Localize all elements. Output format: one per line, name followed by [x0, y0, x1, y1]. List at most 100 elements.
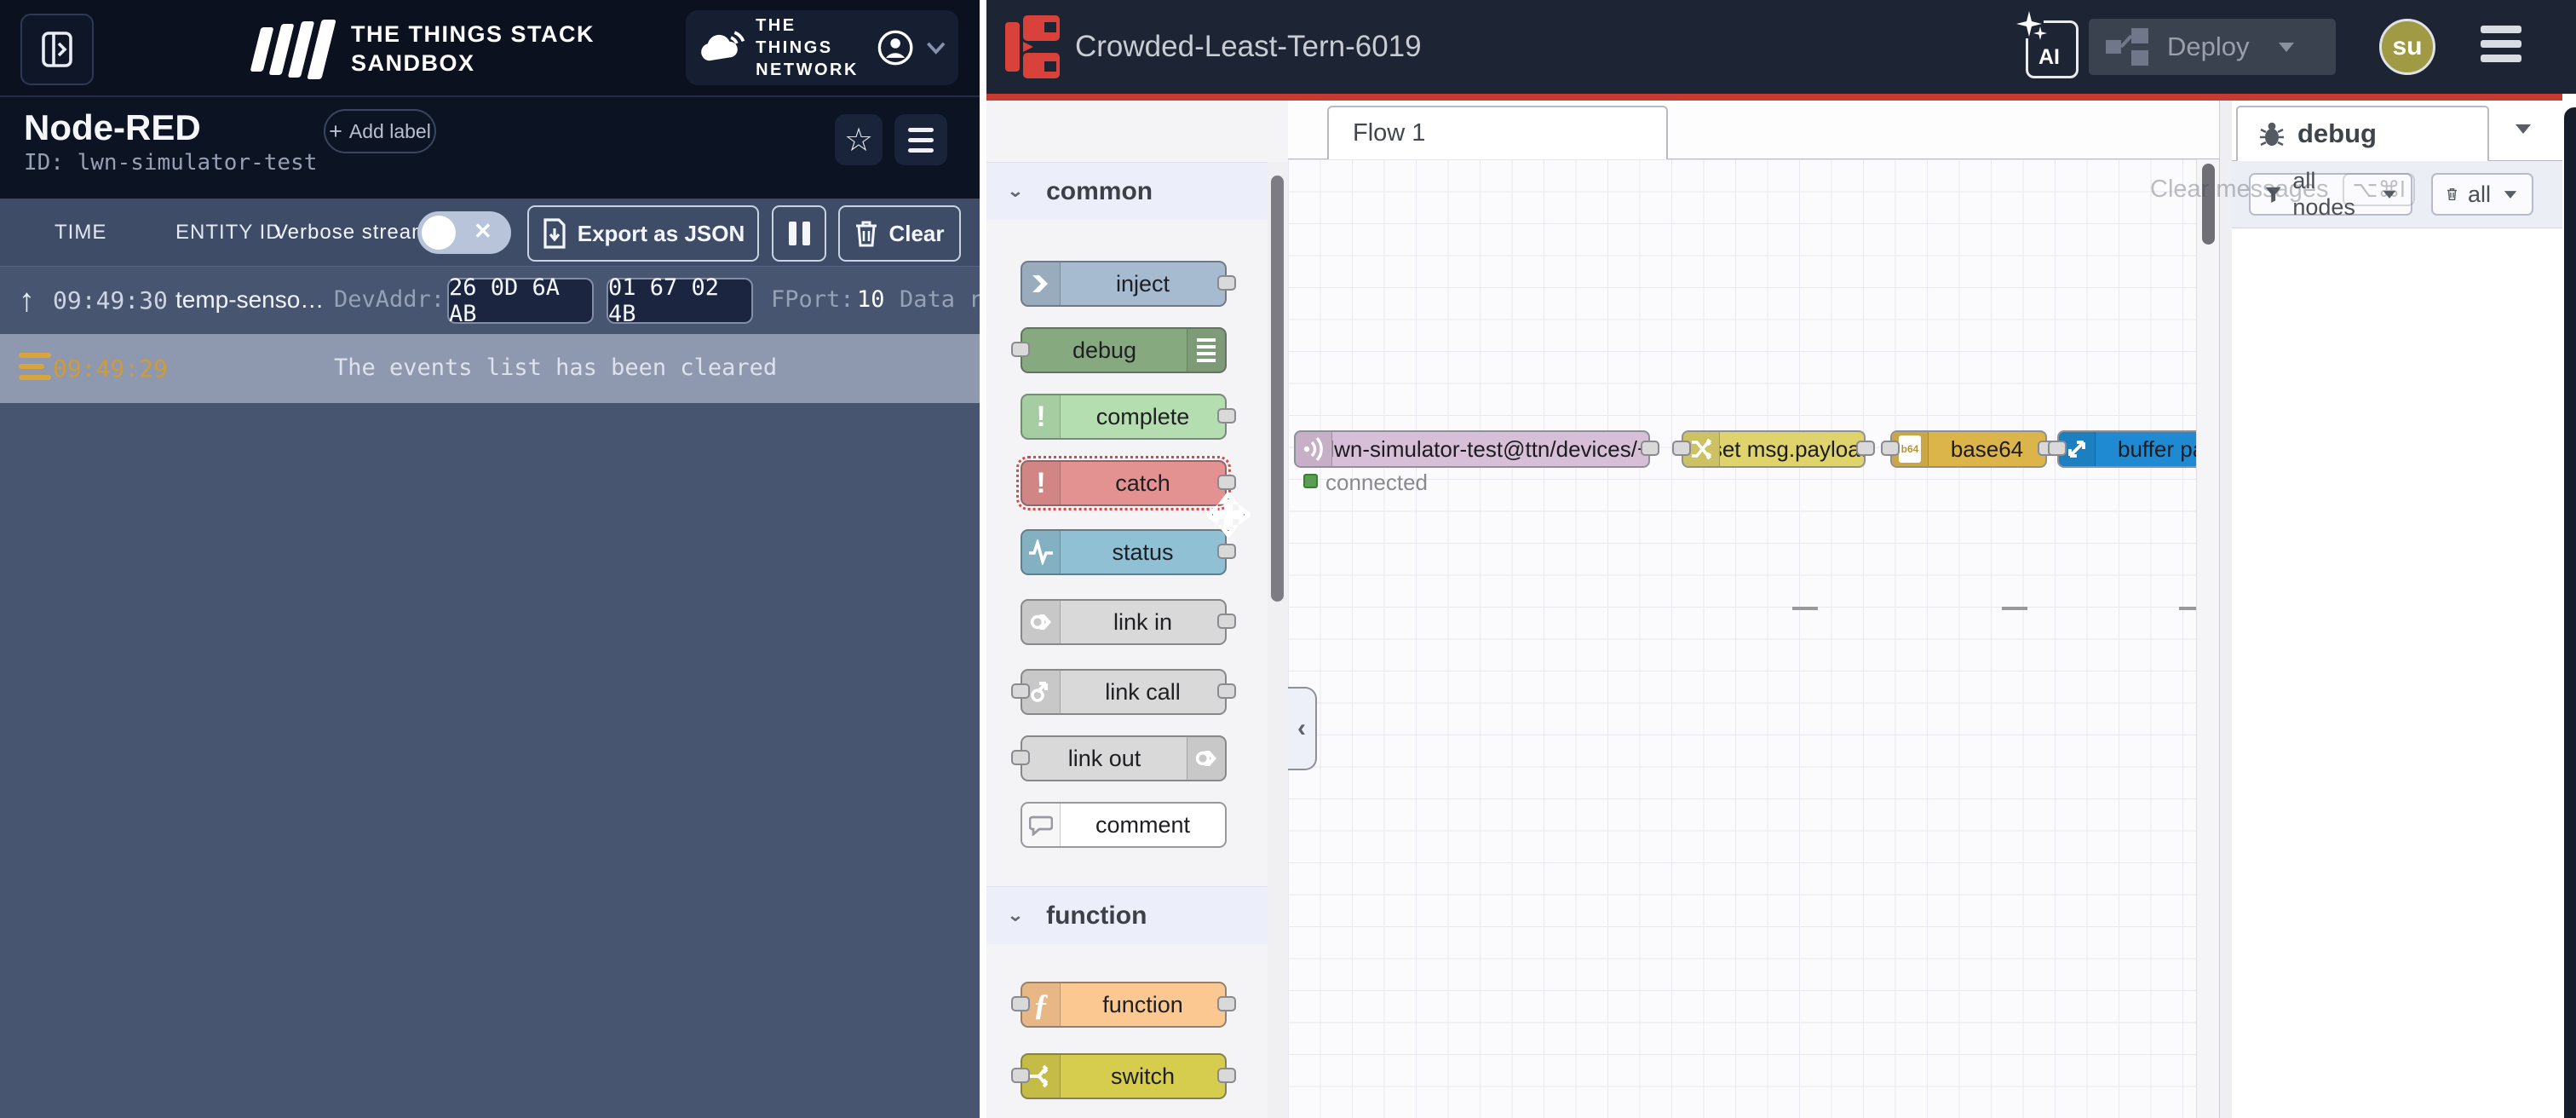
export-file-icon: [543, 218, 566, 249]
complete-icon: !: [1022, 395, 1061, 438]
page-title: Node-RED: [24, 107, 201, 147]
palette-node-comment[interactable]: comment: [1021, 802, 1227, 848]
palette-node-link-out[interactable]: link out: [1011, 735, 1227, 781]
palette-scrollbar-track[interactable]: [1268, 162, 1288, 1118]
debug-filter-button[interactable]: all nodes: [2249, 168, 2412, 220]
main-menu-button[interactable]: [2481, 26, 2521, 62]
output-port[interactable]: [1217, 408, 1236, 424]
network-line-2: NETWORK: [756, 61, 859, 79]
output-port[interactable]: [1217, 544, 1236, 559]
link-in-icon: [1022, 601, 1061, 643]
tts-logo-stripes-icon: [250, 20, 336, 79]
panel-collapse-icon: [42, 32, 72, 67]
canvas-vscrollbar-thumb[interactable]: [2202, 164, 2215, 245]
output-port[interactable]: [1217, 614, 1236, 629]
output-port[interactable]: [1217, 996, 1236, 1011]
tts-console-panel: THE THINGS STACK SANDBOX THE THINGS NETW…: [0, 0, 983, 1118]
fport-label: FPort:: [771, 286, 854, 313]
palette-section-function[interactable]: ⌄ function: [986, 886, 1268, 944]
brand-line-1: THE THINGS STACK: [351, 21, 595, 48]
hamburger-icon: [2481, 26, 2521, 33]
event-trailing-text: Data r: [900, 286, 983, 313]
wire: [2179, 607, 2199, 610]
output-port[interactable]: [1217, 275, 1236, 291]
input-port[interactable]: [1011, 750, 1030, 765]
add-label-button[interactable]: + Add label: [324, 109, 436, 153]
sidebar-toggle-button[interactable]: [20, 14, 94, 85]
column-time-label: TIME: [55, 221, 107, 244]
ai-assistant-button[interactable]: AI: [2015, 9, 2079, 78]
output-port[interactable]: [1217, 1068, 1236, 1083]
input-port[interactable]: [1011, 683, 1030, 699]
palette-node-inject[interactable]: inject: [1021, 261, 1236, 307]
output-port[interactable]: [1856, 441, 1875, 456]
devaddr-label: DevAddr:: [334, 286, 446, 313]
event-row-uplink[interactable]: ↑ 09:49:30 temp-senso… DevAddr: 26 0D 6A…: [0, 266, 983, 334]
wire: [2002, 607, 2027, 610]
user-circle-icon: [877, 30, 913, 66]
devaddr-badge[interactable]: 26 0D 6A AB: [447, 274, 594, 327]
input-port[interactable]: [1881, 441, 1900, 456]
palette-node-function[interactable]: ƒ function: [1011, 982, 1236, 1028]
sidebar-tabs-caret[interactable]: [2516, 124, 2531, 134]
flow-canvas[interactable]: ‹ v3/lwn-simulator-test@ttn/devices/+/up…: [1288, 159, 2331, 1118]
canvas-node-change[interactable]: set msg.payload: [1672, 430, 1875, 468]
output-port[interactable]: [1217, 475, 1236, 490]
palette-node-status[interactable]: status: [1021, 529, 1236, 575]
input-port[interactable]: [1011, 1068, 1030, 1083]
output-port[interactable]: [1217, 683, 1236, 699]
deploy-button[interactable]: Deploy: [2089, 19, 2336, 75]
verbose-stream-toggle[interactable]: ✕: [417, 211, 511, 254]
canvas-node-base64[interactable]: b64 base64: [1881, 430, 2056, 468]
palette-node-link-in[interactable]: link in: [1021, 599, 1236, 645]
input-port[interactable]: [2048, 441, 2067, 456]
palette-node-complete[interactable]: ! complete: [1021, 394, 1236, 440]
avatar-initials: su: [2392, 32, 2423, 61]
chevron-down-icon: [926, 42, 945, 55]
tab-flow-1[interactable]: Flow 1: [1327, 106, 1668, 159]
input-port[interactable]: [1672, 441, 1691, 456]
uplink-arrow-icon: ↑: [19, 283, 35, 319]
pause-stream-button[interactable]: [772, 205, 826, 262]
bookmark-star-button[interactable]: ☆: [835, 114, 883, 165]
tab-label: debug: [2297, 118, 2377, 148]
canvas-node-mqtt-in[interactable]: v3/lwn-simulator-test@ttn/devices/+/up: [1294, 430, 1659, 468]
tab-debug[interactable]: debug: [2236, 106, 2489, 162]
canvas-vscrollbar-track[interactable]: [2196, 159, 2219, 1118]
palette-node-switch[interactable]: switch: [1011, 1053, 1236, 1099]
deploy-options-caret[interactable]: [2278, 42, 2294, 52]
output-port[interactable]: [1641, 441, 1659, 456]
bug-icon: [2260, 122, 2284, 147]
event-row-cleared[interactable]: 09:49:29 The events list has been cleare…: [0, 334, 980, 403]
user-avatar[interactable]: su: [2379, 19, 2435, 75]
filter-caret: [2383, 190, 2396, 199]
input-port[interactable]: [1011, 342, 1030, 357]
export-json-button[interactable]: Export as JSON: [527, 205, 759, 262]
app-menu-button[interactable]: [894, 114, 947, 165]
node-status-text: connected: [1325, 470, 1428, 495]
filter-funnel-icon: [2265, 187, 2281, 203]
palette-scrollbar-thumb[interactable]: [1271, 176, 1284, 602]
clear-scope-label: all: [2467, 181, 2491, 207]
debug-clear-button[interactable]: all: [2431, 173, 2533, 216]
small-star-icon: [2033, 26, 2047, 40]
debug-toolbar: all nodes all: [2232, 161, 2562, 228]
palette-node-catch[interactable]: ! catch: [1016, 456, 1236, 510]
palette-collapse-handle[interactable]: ‹: [1288, 687, 1317, 770]
verbose-stream-label: Verbose stream: [274, 221, 430, 244]
clear-events-button[interactable]: Clear: [838, 205, 961, 262]
network-selector-button[interactable]: THE THINGS NETWORK: [686, 10, 958, 85]
chevron-down-icon: ⌄: [1007, 182, 1025, 201]
flow-project-title: Crowded-Least-Tern-6019: [1075, 30, 1422, 63]
export-json-label: Export as JSON: [577, 220, 745, 246]
chevron-down-icon: ⌄: [1007, 906, 1025, 925]
palette-node-link-call[interactable]: link call: [1011, 669, 1236, 715]
clear-label: Clear: [888, 220, 945, 246]
event-entity: temp-senso…: [175, 286, 325, 313]
palette-section-common[interactable]: ⌄ common: [986, 162, 1268, 220]
payload-badge[interactable]: 01 67 02 4B: [607, 274, 753, 327]
input-port[interactable]: [1011, 996, 1030, 1011]
clear-caret: [2504, 190, 2517, 199]
palette-node-debug[interactable]: debug: [1011, 327, 1227, 373]
trash-icon: [2447, 188, 2457, 200]
